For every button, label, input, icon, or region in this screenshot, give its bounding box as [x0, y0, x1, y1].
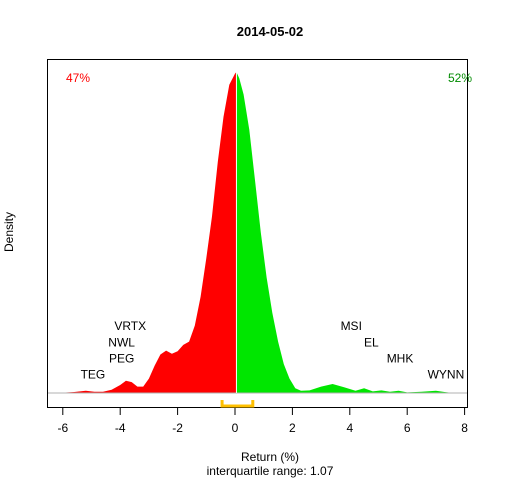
x-tick-label: -2 — [172, 421, 183, 435]
stock-label-mhk: MHK — [387, 352, 414, 366]
x-tick-label: -4 — [115, 421, 126, 435]
y-axis-label: Density — [2, 212, 16, 252]
chart-title: 2014-05-02 — [237, 24, 304, 39]
density-areas — [48, 72, 471, 394]
x-tick-label: 4 — [346, 421, 353, 435]
plot-border — [47, 59, 468, 408]
stock-label-nwl: NWL — [108, 335, 135, 349]
x-tick-label: 8 — [461, 421, 468, 435]
right-percent: 52% — [448, 71, 472, 85]
iqr-bracket-line — [220, 400, 255, 408]
stock-label-vrtx: VRTX — [114, 319, 146, 333]
x-axis-label: Return (%) — [241, 450, 299, 464]
left-percent: 47% — [66, 71, 90, 85]
iqr-subtitle: interquartile range: 1.07 — [207, 464, 334, 478]
stock-label-wynn: WYNN — [428, 368, 465, 382]
x-tick-label: 0 — [232, 421, 239, 435]
x-tick-label: 2 — [289, 421, 296, 435]
stock-label-msi: MSI — [341, 319, 362, 333]
iqr-bracket — [220, 400, 255, 408]
positive-return-area — [236, 72, 471, 393]
x-tick-label: -6 — [57, 421, 68, 435]
x-axis: -6 -4 -2 0 2 4 6 8 — [57, 408, 468, 435]
stock-label-teg: TEG — [81, 368, 106, 382]
negative-return-area — [57, 72, 237, 393]
stock-label-el: EL — [364, 335, 379, 349]
x-tick-label: 6 — [404, 421, 411, 435]
stock-label-peg: PEG — [109, 352, 134, 366]
